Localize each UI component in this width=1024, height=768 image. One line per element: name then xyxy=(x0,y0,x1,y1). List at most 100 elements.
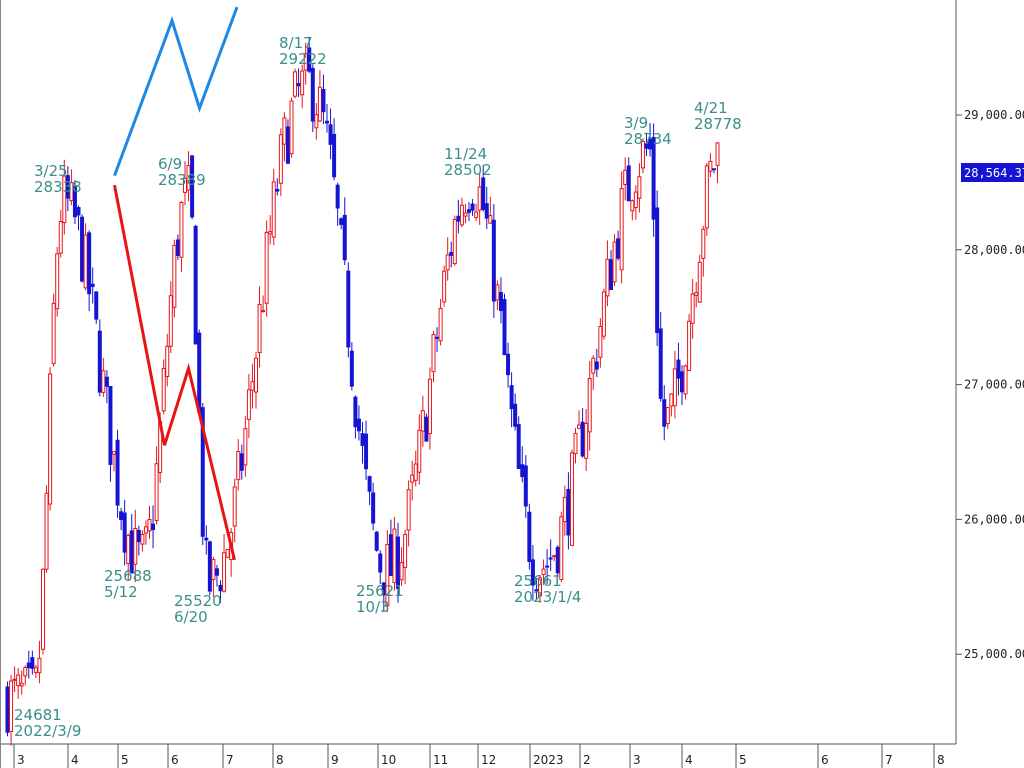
candle-body xyxy=(676,359,681,379)
candle-body xyxy=(90,283,95,287)
x-tick-label: 8 xyxy=(937,753,945,767)
candle-body xyxy=(417,429,422,473)
candle-body xyxy=(80,216,85,282)
annotation-value: 29222 xyxy=(279,50,327,68)
x-tick-label: 6 xyxy=(171,753,179,767)
annotation-date: 2023/1/4 xyxy=(514,588,581,606)
candle-body xyxy=(697,261,702,303)
annotation-date: 8/17 xyxy=(279,34,313,52)
candle-body xyxy=(527,511,532,562)
candle-body xyxy=(548,557,553,560)
candle-body xyxy=(637,176,642,199)
candle-body xyxy=(569,452,574,546)
candle-body xyxy=(303,53,308,71)
candle-body xyxy=(424,416,429,442)
candle-body xyxy=(381,582,386,596)
y-tick-label: 26,000.00 xyxy=(964,512,1024,526)
candle-body xyxy=(197,332,202,413)
candle-body xyxy=(143,526,148,534)
candle-body xyxy=(708,160,713,172)
candle-body xyxy=(108,386,113,465)
annotation-value: 28734 xyxy=(624,130,672,148)
candle-body xyxy=(335,184,340,209)
candle-body xyxy=(399,562,404,581)
candle-body xyxy=(232,486,237,527)
candle-body xyxy=(498,292,503,312)
candle-body xyxy=(55,253,60,310)
candle-body xyxy=(403,533,408,568)
annotation-date: 4/21 xyxy=(694,99,728,117)
annotation-date: 10/3 xyxy=(356,598,390,616)
x-tick-label: 2 xyxy=(583,753,591,767)
candle-body xyxy=(321,89,326,113)
y-tick-label: 28,000.00 xyxy=(964,243,1024,257)
candle-body xyxy=(367,476,372,492)
candle-body xyxy=(573,432,578,455)
candle-body xyxy=(112,451,116,455)
candle-body xyxy=(378,553,383,573)
candle-body xyxy=(33,667,38,673)
annotation-value: 25688 xyxy=(104,567,152,585)
candle-body xyxy=(154,463,159,522)
candle-body xyxy=(186,165,191,191)
candle-body xyxy=(449,251,454,256)
candle-body xyxy=(289,100,294,155)
candle-body xyxy=(545,565,550,568)
candle-body xyxy=(140,534,145,545)
candle-body xyxy=(491,219,496,302)
annotation-date: 5/12 xyxy=(104,583,138,601)
candle-body xyxy=(552,555,557,558)
candle-body xyxy=(609,259,613,291)
candle-body xyxy=(538,577,542,597)
candle-body xyxy=(12,678,17,681)
candle-body xyxy=(200,407,205,537)
candle-body xyxy=(225,548,230,558)
candle-body xyxy=(122,512,127,553)
candle-body xyxy=(328,124,333,145)
last-price-label: 28,564.37 xyxy=(964,166,1024,180)
candle-body xyxy=(459,204,464,226)
candle-body xyxy=(605,258,610,297)
candle-body xyxy=(161,367,166,412)
annotation-date: 6/20 xyxy=(174,608,208,626)
candle-body xyxy=(396,536,400,589)
candle-body xyxy=(438,307,443,342)
candle-body xyxy=(58,221,63,254)
candle-body xyxy=(165,345,170,378)
candle-body xyxy=(356,418,361,432)
candle-body xyxy=(665,406,670,424)
x-tick-label: 9 xyxy=(331,753,339,767)
candle-body xyxy=(97,330,102,393)
candle-body xyxy=(147,519,152,532)
candle-body xyxy=(317,86,322,122)
candle-body xyxy=(360,433,365,446)
candle-body xyxy=(9,680,14,732)
candle-body xyxy=(509,385,514,410)
y-tick-label: 29,000.00 xyxy=(964,108,1024,122)
candle-body xyxy=(364,433,369,470)
x-tick-label: 2023 xyxy=(533,753,564,767)
candle-body xyxy=(410,474,415,483)
candle-body xyxy=(314,114,319,129)
annotation-value: 25621 xyxy=(356,582,404,600)
annotations-layer: 3/25283386/9283898/172922211/24285023/92… xyxy=(14,34,742,740)
candle-body xyxy=(456,215,461,222)
candle-body xyxy=(616,238,621,259)
annotation-date: 2022/3/9 xyxy=(14,722,81,740)
candle-body xyxy=(420,410,425,432)
candle-body xyxy=(523,465,528,507)
candle-body xyxy=(236,451,241,481)
candle-body xyxy=(690,293,695,324)
candle-body xyxy=(388,534,393,576)
x-tick-label: 5 xyxy=(121,753,129,767)
candle-body xyxy=(385,544,390,607)
candle-body xyxy=(601,291,606,337)
candle-body xyxy=(374,531,379,551)
annotation-value: 24681 xyxy=(14,706,62,724)
candle-body xyxy=(506,353,511,376)
candle-body xyxy=(175,239,180,256)
annotation-date: 11/24 xyxy=(444,145,487,163)
bearish-projection-line xyxy=(113,184,236,561)
candle-body xyxy=(129,530,134,574)
